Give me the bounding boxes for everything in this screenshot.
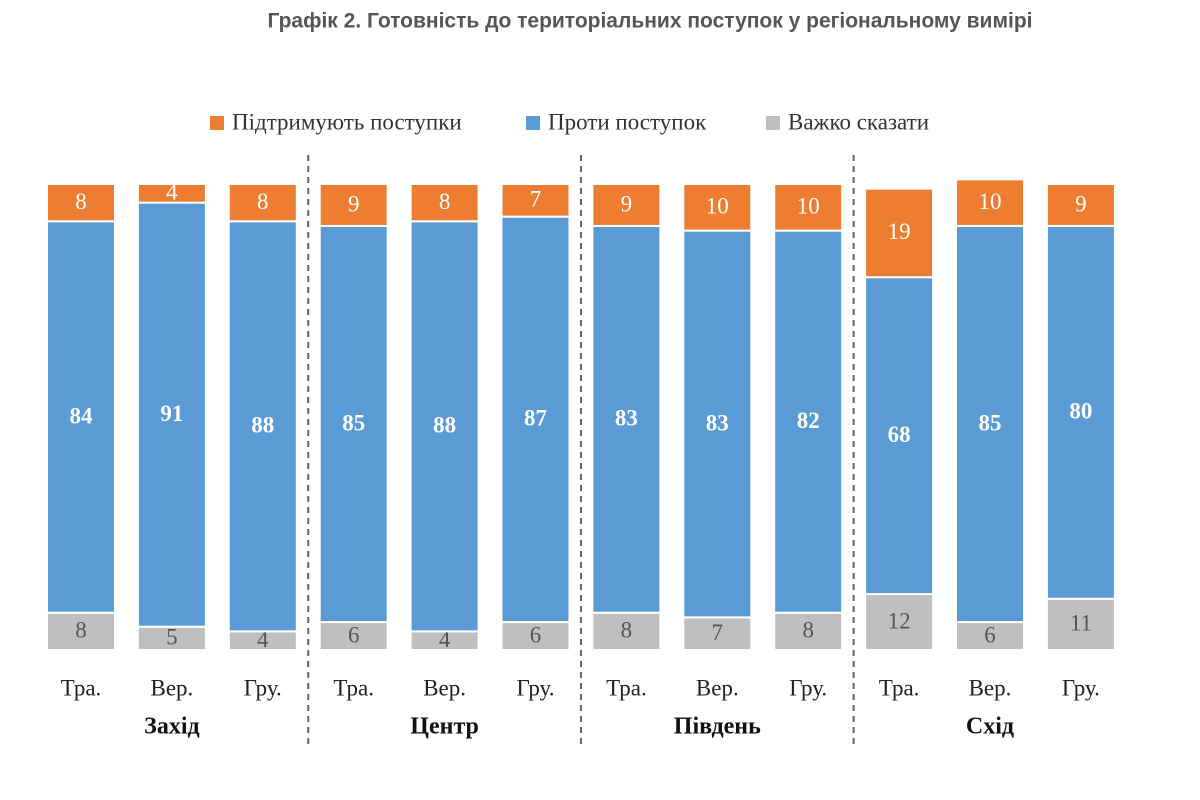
value-label: 6 [984, 622, 996, 647]
x-tick-label: Гру. [517, 675, 555, 700]
value-label: 8 [75, 618, 87, 643]
value-label: 8 [439, 189, 451, 214]
value-label: 6 [530, 622, 542, 647]
bar-segment [409, 220, 480, 633]
group-label: Центр [410, 714, 479, 740]
x-tick-label: Гру. [1062, 675, 1100, 700]
bar-segment [955, 224, 1025, 624]
value-label: 85 [979, 410, 1002, 435]
value-label: 8 [621, 618, 633, 643]
bar-segment [773, 183, 844, 232]
bar-segment [227, 220, 298, 633]
value-label: 7 [530, 187, 542, 212]
value-label: 82 [797, 408, 820, 433]
bar-segment [682, 229, 753, 619]
value-label: 5 [166, 625, 178, 650]
value-label: 83 [615, 406, 638, 431]
value-label: 83 [706, 410, 729, 435]
bar-segment [864, 187, 935, 279]
x-tick-label: Вер. [696, 675, 739, 700]
legend-label: Підтримують поступки [232, 109, 462, 134]
bar-segment [1045, 597, 1116, 651]
x-tick-label: Гру. [244, 675, 282, 700]
value-label: 9 [1075, 191, 1087, 216]
value-label: 12 [888, 608, 911, 633]
group-label: Південь [674, 714, 761, 740]
value-label: 80 [1069, 399, 1092, 424]
x-tick-label: Вер. [969, 675, 1012, 700]
value-label: 8 [802, 618, 814, 643]
bar-segment [773, 611, 844, 651]
value-label: 11 [1070, 611, 1092, 636]
value-label: 10 [797, 194, 820, 219]
value-label: 85 [342, 410, 365, 435]
value-label: 4 [166, 180, 178, 205]
bar-segment [955, 178, 1025, 227]
value-label: 10 [979, 189, 1002, 214]
bar-segment [591, 183, 662, 227]
chart-title: Графік 2. Готовність до територіальних п… [267, 10, 1032, 33]
bar-segment [1045, 183, 1116, 227]
bar-segment [46, 611, 116, 651]
bar-segment [318, 183, 389, 227]
value-label: 8 [257, 189, 269, 214]
x-tick-label: Тра. [879, 675, 920, 700]
value-label: 19 [888, 219, 911, 244]
legend-label: Проти поступок [548, 109, 707, 134]
bar-segment [227, 183, 298, 223]
value-label: 4 [439, 627, 451, 652]
bar-segment [136, 183, 207, 204]
value-label: 9 [348, 191, 360, 216]
x-tick-label: Вер. [150, 675, 193, 700]
legend-swatch [210, 116, 224, 130]
x-tick-label: Вер. [423, 675, 466, 700]
value-label: 88 [433, 413, 456, 438]
value-label: 9 [621, 191, 633, 216]
value-label: 84 [70, 403, 94, 428]
x-tick-label: Тра. [61, 675, 102, 700]
group-label: Схід [966, 714, 1014, 740]
bar-segment [409, 183, 480, 223]
bar-segment [955, 621, 1025, 651]
bar-segment [1045, 224, 1116, 600]
x-tick-label: Тра. [333, 675, 374, 700]
bar-segment [773, 229, 844, 614]
bar-segment [591, 611, 662, 651]
bar-segment [46, 183, 116, 223]
value-label: 7 [712, 620, 724, 645]
bar-segment [500, 183, 571, 218]
bar-segment [682, 616, 753, 652]
bar-segment [136, 201, 207, 628]
value-label: 91 [160, 401, 183, 426]
bar-segment [46, 220, 116, 614]
value-label: 4 [257, 627, 269, 652]
legend-swatch [766, 116, 780, 130]
value-label: 87 [524, 406, 547, 431]
legend-label: Важко сказати [788, 109, 929, 134]
group-label: Захід [144, 714, 199, 740]
value-label: 8 [75, 189, 87, 214]
bar-segment [500, 621, 571, 651]
bar-segment [682, 183, 753, 232]
bar-segment [318, 621, 389, 651]
value-label: 88 [251, 413, 274, 438]
value-label: 6 [348, 622, 360, 647]
bar-segment [864, 593, 935, 652]
x-tick-label: Тра. [606, 675, 647, 700]
x-tick-label: Гру. [789, 675, 827, 700]
legend-swatch [526, 116, 540, 130]
value-label: 68 [888, 422, 911, 447]
value-label: 10 [706, 194, 729, 219]
